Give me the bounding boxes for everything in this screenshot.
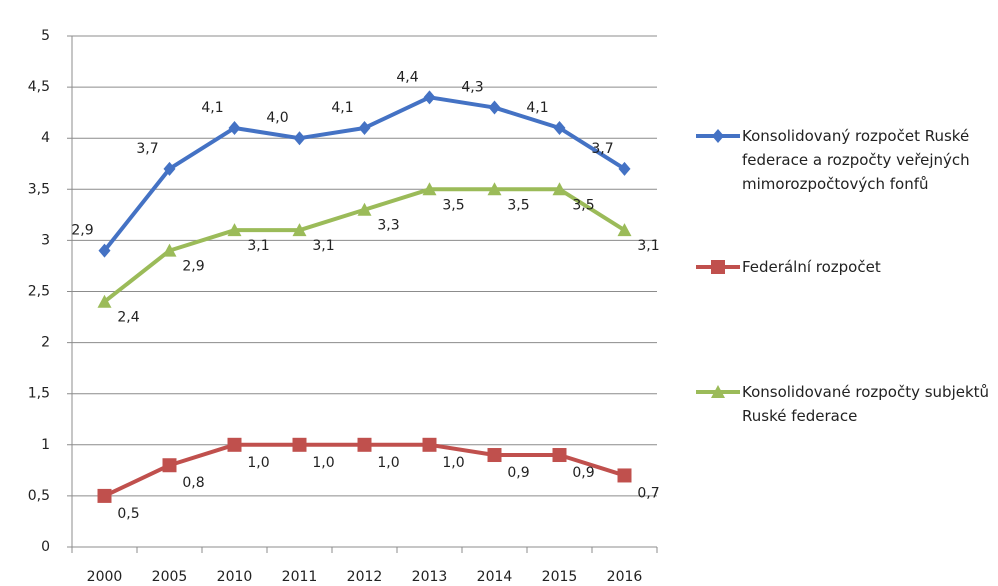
data-label: 3,7 [136,141,158,157]
legend-label: Konsolidovaný rozpočet Ruské federace a … [742,127,970,193]
marker [617,468,632,483]
data-label: 3,5 [572,197,594,213]
y-tick-label: 5 [41,28,50,44]
data-label: 3,1 [637,238,659,254]
marker [422,182,437,196]
data-label: 4,3 [461,80,483,96]
y-tick-label: 0,5 [28,488,50,504]
marker [617,223,632,237]
marker [98,243,111,258]
y-tick-label: 4,5 [28,79,50,95]
y-tick-label: 2 [41,335,50,351]
x-tick-label: 2015 [542,569,578,585]
x-tick-label: 2010 [217,569,253,585]
data-label: 3,3 [377,218,399,234]
marker [292,223,307,237]
y-tick-label: 3 [41,232,50,248]
data-label: 0,8 [182,475,204,491]
marker [357,202,372,216]
marker [422,437,437,452]
x-tick-label: 2012 [347,569,383,585]
y-tick-label: 1,5 [28,386,50,402]
data-label: 0,9 [507,465,529,481]
data-label: 4,1 [201,100,223,116]
line [102,95,626,252]
marker [711,385,725,398]
data-label: 0,9 [572,465,594,481]
data-label: 4,0 [266,110,288,126]
marker [711,260,725,274]
data-label: 1,0 [442,455,464,471]
data-label: 1,0 [247,455,269,471]
data-label: 4,4 [396,69,418,85]
data-label: 3,5 [507,197,529,213]
legend-label: Konsolidované rozpočty subjektů Ruské fe… [742,383,990,425]
marker [227,223,242,237]
marker [553,120,566,135]
marker [487,182,502,196]
x-tick-label: 2011 [282,569,318,585]
y-tick-label: 0 [41,539,50,555]
marker [552,448,567,463]
data-label: 3,5 [442,197,464,213]
marker [97,488,112,503]
x-tick-label: 2016 [607,569,643,585]
y-tick-label: 2,5 [28,284,50,300]
data-label: 4,1 [526,100,548,116]
data-label: 4,1 [331,100,353,116]
data-label: 2,4 [117,310,139,326]
data-label: 1,0 [377,455,399,471]
data-label: 3,1 [312,238,334,254]
marker [488,100,501,115]
data-label: 3,1 [247,238,269,254]
data-label: 2,9 [182,259,204,275]
marker [357,437,372,452]
marker [293,131,306,146]
marker [97,294,112,308]
marker [292,437,307,452]
y-tick-label: 4 [41,130,50,146]
marker [487,448,502,463]
x-tick-label: 2013 [412,569,448,585]
marker [228,120,241,135]
marker [618,161,631,176]
x-tick-label: 2014 [477,569,513,585]
marker [552,182,567,196]
marker [227,437,242,452]
marker [712,129,724,143]
marker [358,120,371,135]
data-label: 2,9 [71,223,93,239]
data-label: 3,7 [591,141,613,157]
x-tick-label: 2005 [152,569,188,585]
marker [423,90,436,105]
marker [162,458,177,473]
data-label: 0,7 [637,485,659,501]
data-label: 1,0 [312,455,334,471]
legend-label: Federální rozpočet [742,258,881,276]
data-label: 0,5 [117,506,139,522]
x-tick-label: 2000 [87,569,123,585]
y-tick-label: 3,5 [28,181,50,197]
marker [162,243,177,257]
marker [163,161,176,176]
y-tick-label: 1 [41,437,50,453]
